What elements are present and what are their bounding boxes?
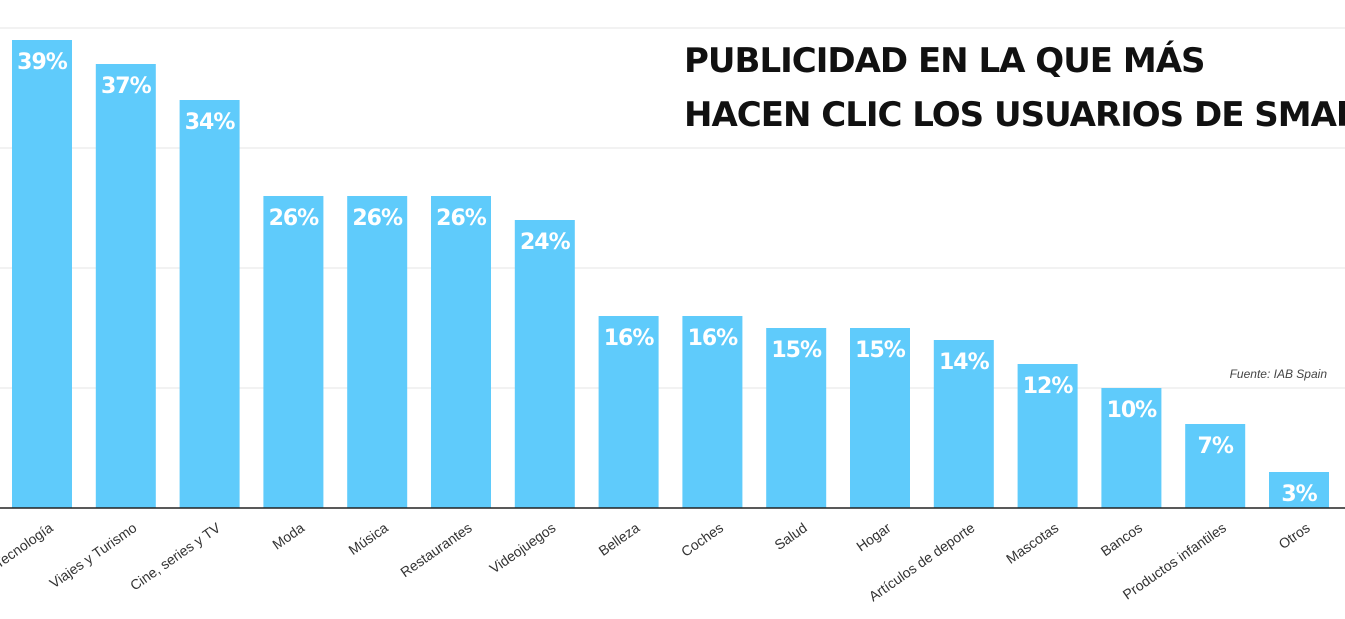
bar bbox=[933, 340, 994, 508]
bar bbox=[347, 196, 408, 508]
category-label: Cine, series y TV bbox=[127, 519, 224, 593]
bar bbox=[682, 316, 743, 508]
bar-value-label: 24% bbox=[520, 230, 571, 255]
category-label: Coches bbox=[678, 519, 726, 559]
bar-value-label: 15% bbox=[855, 338, 906, 363]
category-label: Otros bbox=[1276, 519, 1313, 552]
bar-value-label: 15% bbox=[771, 338, 822, 363]
category-label: Mascotas bbox=[1003, 519, 1061, 566]
bar-value-label: 39% bbox=[17, 50, 68, 75]
bar bbox=[431, 196, 491, 508]
bars: 39% 37% 34% 26% 26% 26% 24% 16% 16% 15% 15% 14% 12% 1… bbox=[12, 40, 1329, 508]
bar bbox=[1185, 424, 1246, 508]
bar bbox=[850, 328, 910, 508]
bar-value-label: 10% bbox=[1107, 398, 1158, 423]
category-label: Tecnología bbox=[0, 519, 56, 571]
category-label: Videojuegos bbox=[486, 519, 558, 576]
bar bbox=[1101, 388, 1162, 508]
bar-value-label: 3% bbox=[1281, 482, 1317, 507]
chart-source: Fuente: IAB Spain bbox=[1230, 367, 1328, 381]
bar-value-label: 7% bbox=[1198, 434, 1234, 459]
bar bbox=[766, 328, 827, 508]
category-label: Restaurantes bbox=[397, 519, 474, 580]
chart-title-line-1: PUBLICIDAD EN LA QUE MÁS bbox=[684, 40, 1205, 81]
category-label: Viajes y Turismo bbox=[46, 519, 139, 591]
category-label: Bancos bbox=[1098, 519, 1145, 559]
category-label: Moda bbox=[269, 519, 307, 552]
bar-value-label: 37% bbox=[101, 74, 152, 99]
bar-value-label: 34% bbox=[185, 110, 236, 135]
bar bbox=[598, 316, 659, 508]
bar-value-label: 16% bbox=[604, 326, 655, 351]
bar bbox=[263, 196, 324, 508]
bar-value-label: 26% bbox=[352, 206, 403, 231]
chart-title-line-2: HACEN CLIC LOS USUARIOS DE SMARTPHONES bbox=[684, 95, 1345, 135]
bar-value-label: 14% bbox=[939, 350, 990, 375]
bar bbox=[95, 64, 156, 508]
bar bbox=[1269, 472, 1329, 508]
bar-value-label: 16% bbox=[688, 326, 739, 351]
category-label: Salud bbox=[771, 519, 810, 553]
category-label: Música bbox=[345, 519, 391, 558]
bar bbox=[514, 220, 575, 508]
bar-value-label: 12% bbox=[1023, 374, 1074, 399]
bar bbox=[179, 100, 240, 508]
category-label: Belleza bbox=[596, 519, 643, 559]
bar bbox=[1017, 364, 1078, 508]
bar-value-label: 26% bbox=[436, 206, 487, 231]
category-label: Hogar bbox=[853, 519, 894, 554]
bar-value-label: 26% bbox=[269, 206, 320, 231]
bar bbox=[12, 40, 72, 508]
